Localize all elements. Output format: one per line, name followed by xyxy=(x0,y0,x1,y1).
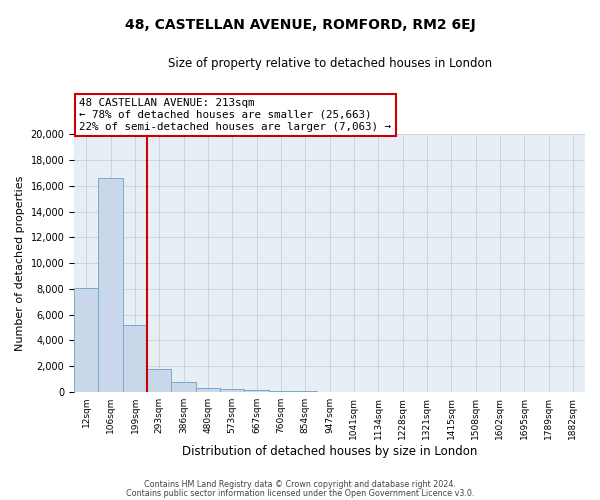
Bar xyxy=(196,388,220,392)
X-axis label: Distribution of detached houses by size in London: Distribution of detached houses by size … xyxy=(182,444,477,458)
Bar xyxy=(244,390,269,392)
Text: 48, CASTELLAN AVENUE, ROMFORD, RM2 6EJ: 48, CASTELLAN AVENUE, ROMFORD, RM2 6EJ xyxy=(125,18,475,32)
Y-axis label: Number of detached properties: Number of detached properties xyxy=(15,176,25,351)
Bar xyxy=(74,288,98,392)
Bar xyxy=(123,325,147,392)
Bar xyxy=(98,178,123,392)
Text: 48 CASTELLAN AVENUE: 213sqm
← 78% of detached houses are smaller (25,663)
22% of: 48 CASTELLAN AVENUE: 213sqm ← 78% of det… xyxy=(79,98,391,132)
Title: Size of property relative to detached houses in London: Size of property relative to detached ho… xyxy=(167,58,491,70)
Bar xyxy=(220,389,244,392)
Text: Contains public sector information licensed under the Open Government Licence v3: Contains public sector information licen… xyxy=(126,488,474,498)
Bar xyxy=(269,391,293,392)
Text: Contains HM Land Registry data © Crown copyright and database right 2024.: Contains HM Land Registry data © Crown c… xyxy=(144,480,456,489)
Bar xyxy=(172,382,196,392)
Bar xyxy=(147,369,172,392)
